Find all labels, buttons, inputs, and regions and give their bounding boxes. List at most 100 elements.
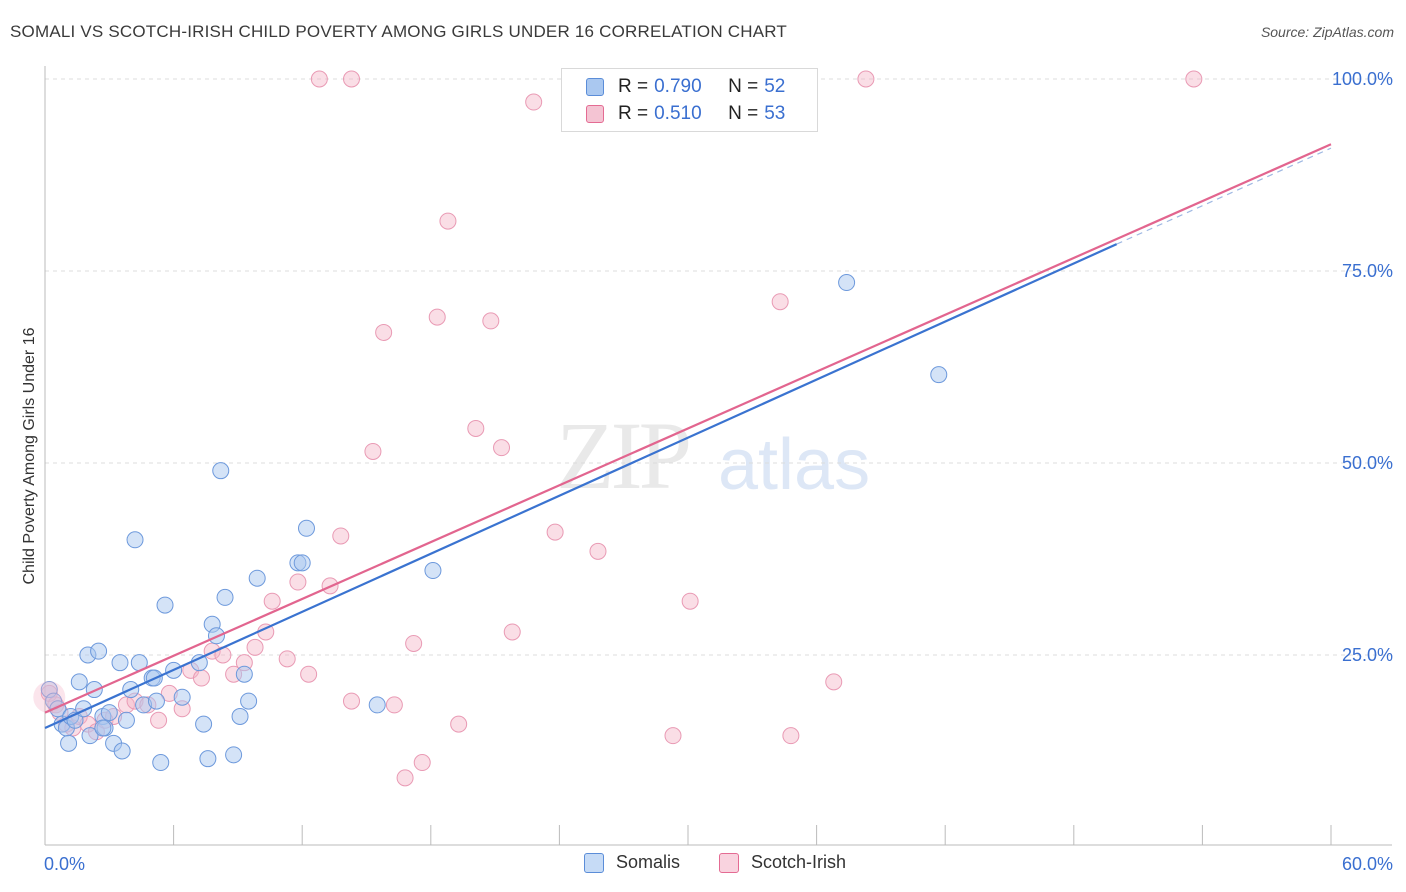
legend-n-label: N = xyxy=(728,103,759,124)
bottom-legend-scotch-irish: Scotch-Irish xyxy=(719,852,846,873)
point-scotch-irish xyxy=(857,70,875,88)
point-somalis xyxy=(424,562,442,580)
point-scotch-irish xyxy=(342,70,360,88)
legend-swatch-somalis xyxy=(586,78,604,96)
point-scotch-irish xyxy=(825,673,843,691)
point-somalis xyxy=(113,742,131,760)
legend-box: R = 0.790 N = 52 R = 0.510 N = 53 xyxy=(561,68,818,132)
point-somalis xyxy=(173,688,191,706)
point-somalis xyxy=(195,715,213,733)
point-scotch-irish xyxy=(439,212,457,230)
y-tick-label: 100.0% xyxy=(1332,69,1393,89)
point-scotch-irish xyxy=(493,439,511,457)
point-scotch-irish xyxy=(246,638,264,656)
trendline-somalis xyxy=(44,243,1118,729)
point-somalis xyxy=(85,681,103,699)
point-somalis xyxy=(297,519,315,537)
point-somalis xyxy=(100,704,118,722)
point-scotch-irish xyxy=(771,293,789,311)
point-somalis xyxy=(293,554,311,572)
point-somalis xyxy=(90,642,108,660)
legend-n-label: N = xyxy=(728,76,759,97)
legend-row-somalis: R = 0.790 N = 52 xyxy=(586,75,785,99)
point-somalis xyxy=(225,746,243,764)
point-scotch-irish xyxy=(546,523,564,541)
trendline-scotch-irish xyxy=(44,143,1332,714)
point-scotch-irish xyxy=(413,754,431,772)
point-somalis xyxy=(199,750,217,768)
x-tick-label-right: 60.0% xyxy=(1342,854,1393,874)
trendline-somalis-extension xyxy=(1116,147,1332,245)
legend-r-label: R = xyxy=(618,76,649,97)
bottom-legend-somalis: Somalis xyxy=(584,852,680,873)
point-scotch-irish xyxy=(782,727,800,745)
point-somalis xyxy=(930,366,948,384)
legend-swatch-scotch-irish xyxy=(586,105,604,123)
legend-r-value-scotch-irish: 0.510 xyxy=(654,103,702,124)
point-somalis xyxy=(94,719,112,737)
point-somalis xyxy=(368,696,386,714)
point-somalis xyxy=(152,754,170,772)
legend-row-scotch-irish: R = 0.510 N = 53 xyxy=(586,102,785,126)
point-somalis xyxy=(838,274,856,292)
point-scotch-irish xyxy=(192,669,210,687)
point-somalis xyxy=(126,531,144,549)
point-somalis xyxy=(190,654,208,672)
bottom-swatch-somalis xyxy=(584,852,604,873)
point-somalis xyxy=(81,727,99,745)
point-scotch-irish xyxy=(450,715,468,733)
point-scotch-irish xyxy=(289,573,307,591)
point-somalis xyxy=(156,596,174,614)
point-somalis xyxy=(111,654,129,672)
point-scotch-irish xyxy=(278,650,296,668)
point-scotch-irish xyxy=(375,323,393,341)
source-label: Source: ZipAtlas.com xyxy=(1260,24,1394,40)
legend-r-value-somalis: 0.790 xyxy=(654,76,702,97)
point-somalis xyxy=(248,569,266,587)
point-somalis xyxy=(231,707,249,725)
point-scotch-irish xyxy=(482,312,500,330)
point-scotch-irish xyxy=(396,769,414,787)
x-tick-label-left: 0.0% xyxy=(44,854,85,874)
y-tick-label: 50.0% xyxy=(1342,453,1393,473)
point-scotch-irish-cluster xyxy=(33,681,66,714)
legend-n-value-somalis: 52 xyxy=(764,76,786,97)
point-somalis xyxy=(117,711,135,729)
watermark-zip: ZIP xyxy=(556,402,692,509)
point-somalis xyxy=(240,692,258,710)
point-scotch-irish xyxy=(263,592,281,610)
point-scotch-irish xyxy=(1185,70,1203,88)
point-scotch-irish xyxy=(385,696,403,714)
watermark-atlas: atlas xyxy=(718,425,871,505)
point-scotch-irish xyxy=(342,692,360,710)
point-somalis xyxy=(216,588,234,606)
point-somalis xyxy=(235,665,253,683)
point-scotch-irish xyxy=(300,665,318,683)
point-scotch-irish xyxy=(525,93,543,111)
bottom-legend-label-scotch-irish: Scotch-Irish xyxy=(751,852,847,872)
point-somalis xyxy=(70,673,88,691)
bottom-legend-label-somalis: Somalis xyxy=(616,852,681,872)
point-somalis xyxy=(60,734,78,752)
point-somalis xyxy=(212,462,230,480)
y-tick-label: 25.0% xyxy=(1342,645,1393,665)
bottom-legend: Somalis Scotch-Irish xyxy=(0,852,1406,876)
point-scotch-irish xyxy=(428,308,446,326)
point-somalis xyxy=(147,692,165,710)
point-scotch-irish xyxy=(364,442,382,460)
point-scotch-irish xyxy=(589,542,607,560)
point-scotch-irish xyxy=(405,634,423,652)
y-tick-label: 75.0% xyxy=(1342,261,1393,281)
chart-title: SOMALI VS SCOTCH-IRISH CHILD POVERTY AMO… xyxy=(10,22,787,41)
point-scotch-irish xyxy=(681,592,699,610)
bottom-swatch-scotch-irish xyxy=(719,852,739,873)
legend-n-value-scotch-irish: 53 xyxy=(764,103,786,124)
legend-r-label: R = xyxy=(618,103,649,124)
point-scotch-irish xyxy=(467,419,485,437)
point-scotch-irish xyxy=(150,711,168,729)
point-scotch-irish xyxy=(503,623,521,641)
point-scotch-irish xyxy=(664,727,682,745)
point-scotch-irish xyxy=(332,527,350,545)
point-scotch-irish xyxy=(310,70,328,88)
